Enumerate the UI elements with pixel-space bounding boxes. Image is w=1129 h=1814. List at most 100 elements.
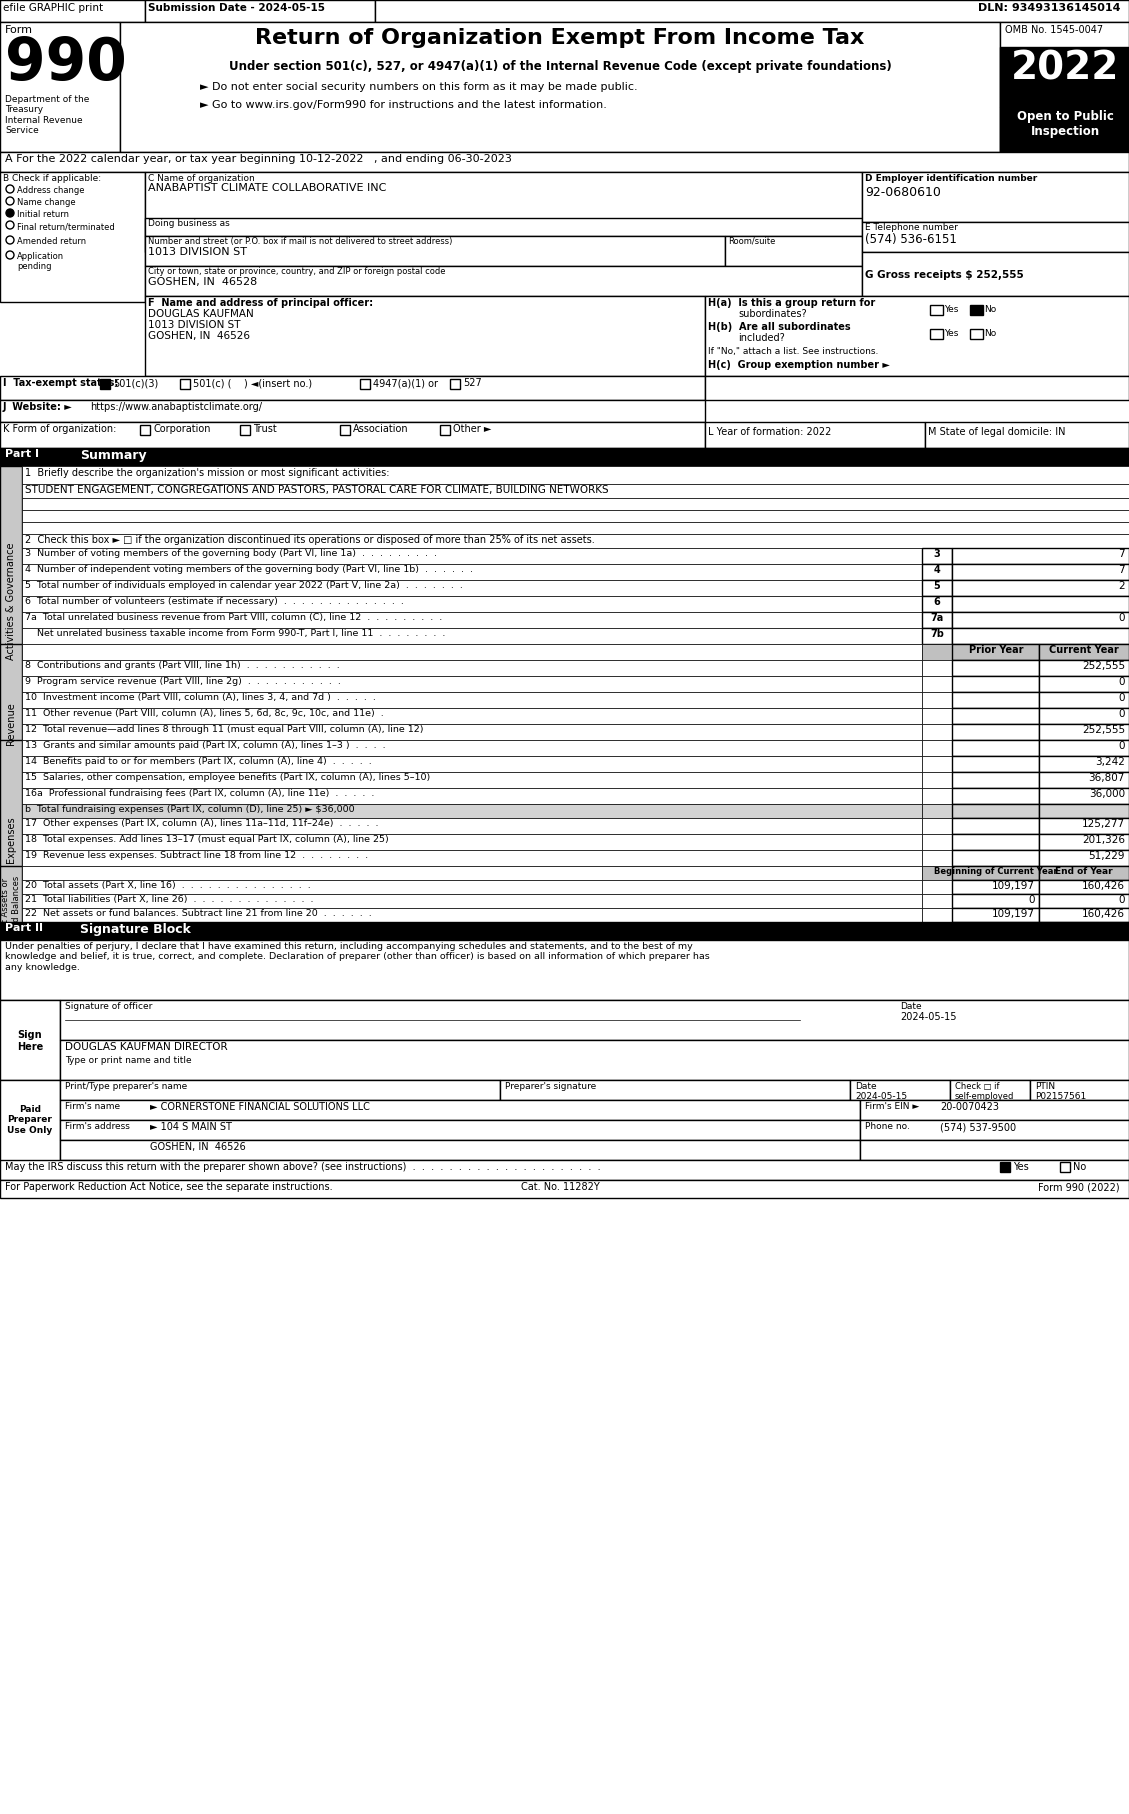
- Bar: [145, 236, 725, 267]
- Text: Type or print name and title: Type or print name and title: [65, 1056, 192, 1065]
- Text: No: No: [984, 305, 996, 314]
- Bar: [1039, 804, 1129, 818]
- Bar: [21, 533, 1129, 548]
- Text: 2024-05-15: 2024-05-15: [855, 1092, 907, 1101]
- Bar: [922, 707, 952, 724]
- Bar: [21, 580, 922, 597]
- Text: Firm's EIN ►: Firm's EIN ►: [865, 1101, 919, 1110]
- Text: ► 104 S MAIN ST: ► 104 S MAIN ST: [150, 1123, 231, 1132]
- Text: 7: 7: [1119, 564, 1124, 575]
- Text: Form: Form: [5, 25, 33, 34]
- Bar: [952, 564, 1129, 580]
- Bar: [952, 628, 1129, 644]
- Bar: [970, 328, 983, 339]
- Text: 20-0070423: 20-0070423: [940, 1101, 999, 1112]
- Text: 5: 5: [934, 580, 940, 591]
- Text: 20  Total assets (Part X, line 16)  .  .  .  .  .  .  .  .  .  .  .  .  .  .  .: 20 Total assets (Part X, line 16) . . . …: [25, 882, 310, 891]
- Bar: [1039, 818, 1129, 834]
- Text: I  Tax-exempt status:: I Tax-exempt status:: [3, 377, 119, 388]
- Text: Signature Block: Signature Block: [80, 923, 191, 936]
- Bar: [60, 1039, 1129, 1079]
- Bar: [1039, 740, 1129, 756]
- Text: 0: 0: [1119, 709, 1124, 718]
- Bar: [952, 611, 1129, 628]
- Text: 990: 990: [5, 34, 126, 93]
- Bar: [863, 221, 1129, 252]
- Text: Yes: Yes: [1013, 1163, 1029, 1172]
- Text: Firm's name: Firm's name: [65, 1101, 120, 1110]
- Text: 1  Briefly describe the organization's mission or most significant activities:: 1 Briefly describe the organization's mi…: [25, 468, 390, 479]
- Bar: [240, 424, 250, 435]
- Text: Amended return: Amended return: [17, 238, 86, 247]
- Bar: [21, 597, 922, 611]
- Bar: [0, 740, 21, 940]
- Bar: [952, 787, 1039, 804]
- Text: ► CORNERSTONE FINANCIAL SOLUTIONS LLC: ► CORNERSTONE FINANCIAL SOLUTIONS LLC: [150, 1101, 370, 1112]
- Text: Part I: Part I: [5, 450, 40, 459]
- Bar: [860, 1139, 1129, 1159]
- Text: Print/Type preparer's name: Print/Type preparer's name: [65, 1081, 187, 1090]
- Bar: [922, 851, 952, 865]
- Bar: [952, 851, 1039, 865]
- Bar: [922, 880, 952, 894]
- Bar: [922, 548, 952, 564]
- Text: efile GRAPHIC print: efile GRAPHIC print: [3, 4, 103, 13]
- Bar: [952, 548, 1129, 564]
- Text: Revenue: Revenue: [6, 702, 16, 746]
- Text: 0: 0: [1119, 693, 1124, 704]
- Bar: [60, 1099, 860, 1119]
- Text: 4947(a)(1) or: 4947(a)(1) or: [373, 377, 438, 388]
- Text: Expenses: Expenses: [6, 816, 16, 863]
- Text: DOUGLAS KAUFMAN DIRECTOR: DOUGLAS KAUFMAN DIRECTOR: [65, 1041, 228, 1052]
- Text: H(c)  Group exemption number ►: H(c) Group exemption number ►: [708, 359, 890, 370]
- Text: 51,229: 51,229: [1088, 851, 1124, 862]
- Text: D Employer identification number: D Employer identification number: [865, 174, 1038, 183]
- Text: G Gross receipts $ 252,555: G Gross receipts $ 252,555: [865, 270, 1024, 279]
- Bar: [1000, 107, 1129, 152]
- Text: GOSHEN, IN  46526: GOSHEN, IN 46526: [150, 1143, 246, 1152]
- Text: Date: Date: [900, 1001, 921, 1010]
- Bar: [21, 880, 922, 894]
- Bar: [952, 677, 1039, 691]
- Bar: [500, 1079, 850, 1099]
- Text: H(a)  Is this a group return for: H(a) Is this a group return for: [708, 297, 875, 308]
- Bar: [1000, 1163, 1010, 1172]
- Bar: [1039, 691, 1129, 707]
- Bar: [1039, 851, 1129, 865]
- Bar: [0, 865, 21, 945]
- Text: 36,807: 36,807: [1088, 773, 1124, 784]
- Bar: [922, 564, 952, 580]
- Text: 3: 3: [934, 550, 940, 559]
- Text: Current Year: Current Year: [1049, 646, 1119, 655]
- Text: subordinates?: subordinates?: [738, 308, 806, 319]
- Text: Yes: Yes: [944, 305, 959, 314]
- Text: 2  Check this box ► □ if the organization discontinued its operations or dispose: 2 Check this box ► □ if the organization…: [25, 535, 595, 544]
- Bar: [0, 466, 21, 736]
- Text: 6  Total number of volunteers (estimate if necessary)  .  .  .  .  .  .  .  .  .: 6 Total number of volunteers (estimate i…: [25, 597, 404, 606]
- Text: 0: 0: [1119, 613, 1124, 622]
- Bar: [922, 834, 952, 851]
- Bar: [952, 756, 1039, 773]
- Bar: [930, 328, 943, 339]
- Bar: [0, 1179, 1129, 1197]
- Text: Department of the
Treasury
Internal Revenue
Service: Department of the Treasury Internal Reve…: [5, 94, 89, 136]
- Text: 22  Net assets or fund balances. Subtract line 21 from line 20  .  .  .  .  .  .: 22 Net assets or fund balances. Subtract…: [25, 909, 371, 918]
- Text: Sign
Here: Sign Here: [17, 1030, 43, 1052]
- Text: 201,326: 201,326: [1082, 834, 1124, 845]
- Text: A For the 2022 calendar year, or tax year beginning 10-12-2022   , and ending 06: A For the 2022 calendar year, or tax yea…: [5, 154, 511, 163]
- Text: Paid
Preparer
Use Only: Paid Preparer Use Only: [8, 1105, 53, 1136]
- Text: Net Assets or
Fund Balances: Net Assets or Fund Balances: [1, 876, 20, 936]
- Text: Form 990 (2022): Form 990 (2022): [1039, 1183, 1120, 1192]
- Bar: [1039, 724, 1129, 740]
- Bar: [21, 851, 922, 865]
- Text: 19  Revenue less expenses. Subtract line 18 from line 12  .  .  .  .  .  .  .  .: 19 Revenue less expenses. Subtract line …: [25, 851, 368, 860]
- Bar: [0, 0, 145, 22]
- Text: Association: Association: [353, 424, 409, 434]
- Bar: [952, 580, 1129, 597]
- Bar: [922, 865, 952, 880]
- Text: No: No: [1073, 1163, 1086, 1172]
- Text: 1013 DIVISION ST: 1013 DIVISION ST: [148, 247, 247, 258]
- Text: B Check if applicable:: B Check if applicable:: [3, 174, 102, 183]
- Bar: [952, 818, 1039, 834]
- Text: 4  Number of independent voting members of the governing body (Part VI, line 1b): 4 Number of independent voting members o…: [25, 564, 473, 573]
